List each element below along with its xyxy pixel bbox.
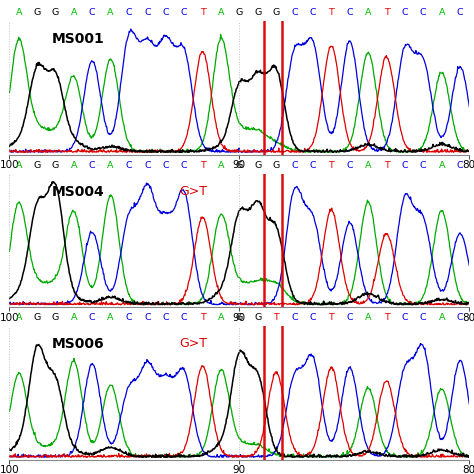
Text: C: C [181, 313, 188, 322]
Text: A: A [365, 161, 371, 170]
Text: G: G [52, 9, 59, 18]
Text: A: A [16, 9, 22, 18]
Text: C: C [89, 9, 96, 18]
Text: C: C [457, 313, 464, 322]
Text: MS004: MS004 [52, 184, 105, 199]
Text: C: C [401, 9, 408, 18]
Text: T: T [383, 161, 389, 170]
Text: C: C [401, 161, 408, 170]
Text: C: C [291, 161, 298, 170]
Text: T: T [200, 9, 205, 18]
Text: MS006: MS006 [52, 337, 105, 351]
Text: C: C [291, 9, 298, 18]
Text: T: T [328, 161, 334, 170]
Text: A: A [108, 161, 114, 170]
Text: C: C [89, 313, 96, 322]
Text: C: C [163, 9, 169, 18]
Text: C: C [346, 9, 353, 18]
Text: G: G [236, 161, 243, 170]
Text: G: G [273, 161, 280, 170]
Text: A: A [438, 313, 445, 322]
Text: A: A [365, 313, 371, 322]
Text: C: C [310, 9, 316, 18]
Text: C: C [181, 161, 188, 170]
Text: C: C [126, 161, 132, 170]
Text: C: C [346, 161, 353, 170]
Text: T: T [200, 313, 205, 322]
Text: A: A [71, 313, 77, 322]
Text: C: C [457, 161, 464, 170]
Text: G: G [236, 313, 243, 322]
Text: C: C [401, 313, 408, 322]
Text: G: G [236, 9, 243, 18]
Text: G: G [254, 9, 261, 18]
Text: A: A [108, 9, 114, 18]
Text: C: C [420, 313, 427, 322]
Text: T: T [383, 313, 389, 322]
Text: G>T: G>T [179, 184, 208, 198]
Text: C: C [144, 9, 151, 18]
Text: C: C [126, 9, 132, 18]
Text: T: T [200, 161, 205, 170]
Text: A: A [218, 313, 224, 322]
Text: C: C [420, 9, 427, 18]
Text: A: A [71, 9, 77, 18]
Text: G: G [273, 9, 280, 18]
Text: G: G [52, 161, 59, 170]
Text: T: T [328, 313, 334, 322]
Text: A: A [438, 9, 445, 18]
Text: A: A [218, 161, 224, 170]
Text: C: C [181, 9, 188, 18]
Text: T: T [383, 9, 389, 18]
Text: C: C [310, 161, 316, 170]
Text: G: G [254, 313, 261, 322]
Text: A: A [438, 161, 445, 170]
Text: G: G [34, 9, 41, 18]
Text: MS001: MS001 [52, 32, 105, 46]
Text: C: C [291, 313, 298, 322]
Text: C: C [163, 161, 169, 170]
Text: C: C [144, 313, 151, 322]
Text: A: A [16, 313, 22, 322]
Text: T: T [328, 9, 334, 18]
Text: C: C [126, 313, 132, 322]
Text: C: C [346, 313, 353, 322]
Text: A: A [218, 9, 224, 18]
Text: G: G [52, 313, 59, 322]
Text: G>T: G>T [179, 337, 208, 350]
Text: C: C [310, 313, 316, 322]
Text: G: G [34, 161, 41, 170]
Text: A: A [108, 313, 114, 322]
Text: C: C [420, 161, 427, 170]
Text: A: A [16, 161, 22, 170]
Text: C: C [457, 9, 464, 18]
Text: G: G [254, 161, 261, 170]
Text: C: C [89, 161, 96, 170]
Text: T: T [273, 313, 279, 322]
Text: C: C [163, 313, 169, 322]
Text: C: C [144, 161, 151, 170]
Text: A: A [71, 161, 77, 170]
Text: G: G [34, 313, 41, 322]
Text: A: A [365, 9, 371, 18]
